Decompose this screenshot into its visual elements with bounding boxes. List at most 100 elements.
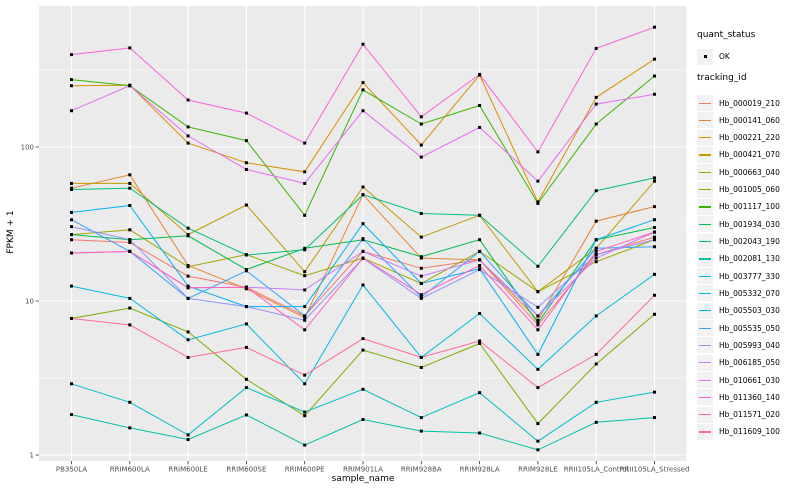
series-color-line-icon (699, 275, 711, 277)
legend-item: Hb_001117_100 (697, 198, 780, 215)
legend-item-label: Hb_001005_060 (719, 185, 780, 195)
legend-key (697, 423, 713, 440)
y-tick-label: 1 (30, 452, 34, 460)
x-tick-label: RRIM600PE (285, 466, 325, 474)
x-tick-label: RRIM901LA (343, 466, 383, 474)
legend-item: Hb_011360_140 (697, 389, 780, 406)
legend-item-ok: OK (697, 48, 730, 65)
series-color-line-icon (699, 344, 711, 347)
legend-key (697, 337, 713, 354)
legend-key (697, 285, 713, 302)
legend-key (697, 112, 713, 129)
legend-item-label: Hb_011360_140 (719, 392, 780, 402)
legend-key (697, 406, 713, 423)
series-color-line-icon (699, 414, 711, 416)
legend-item: Hb_000141_060 (697, 112, 780, 129)
x-tick-label: RRIM928BA (401, 466, 442, 474)
legend-item-label: Hb_010661_030 (719, 375, 780, 385)
legend-key (697, 95, 713, 111)
legend-item-label: OK (719, 52, 730, 61)
point-icon (703, 55, 707, 59)
series-color-line-icon (699, 327, 711, 329)
x-axis-title: sample_name (331, 474, 395, 484)
legend-key (697, 250, 713, 267)
legend-key (697, 129, 713, 146)
series-color-line-icon (699, 292, 711, 295)
legend-item-label: Hb_003777_330 (719, 271, 780, 281)
legend-key (697, 372, 713, 388)
series-color-line-icon (699, 396, 711, 398)
series-color-line-icon (699, 379, 711, 381)
legend-item: Hb_002081_130 (697, 250, 780, 267)
legend-key (697, 302, 713, 319)
legend-item: Hb_001005_060 (697, 181, 780, 198)
legend-item: Hb_001934_030 (697, 216, 780, 233)
legend-item: Hb_000421_070 (697, 146, 780, 163)
x-tick-label: RRII105LA_Stressed (620, 466, 690, 474)
legend-title-quant-status: quant_status (697, 30, 756, 40)
legend-item: Hb_003777_330 (697, 268, 780, 285)
legend-item-label: Hb_000019_210 (719, 98, 780, 108)
legend-item: Hb_010661_030 (697, 372, 780, 388)
legend: quant_status OK tracking_id Hb_000019_21… (697, 0, 800, 500)
legend-key (697, 268, 713, 285)
series-color-line-icon (699, 241, 711, 243)
legend-item-label: Hb_001934_030 (719, 219, 780, 229)
x-tick-label: RRIM600LE (168, 466, 208, 474)
x-tick-label: RRIM928LE (518, 466, 558, 474)
legend-item-label: Hb_011571_020 (719, 410, 780, 420)
data-points (70, 25, 656, 452)
legend-key (697, 181, 713, 198)
legend-item: Hb_005993_040 (697, 337, 780, 354)
legend-item-label: Hb_001117_100 (719, 202, 780, 212)
legend-key (697, 354, 713, 371)
legend-key (697, 48, 713, 65)
legend-item: Hb_006185_050 (697, 354, 780, 371)
legend-key (697, 216, 713, 233)
legend-item: Hb_005503_030 (697, 302, 780, 319)
legend-item-label: Hb_011609_100 (719, 427, 780, 437)
y-tick-label: 100 (21, 144, 34, 152)
legend-items: Hb_000019_210 Hb_000141_060 Hb_000221_220 H… (697, 95, 780, 441)
series-color-line-icon (699, 102, 711, 104)
legend-item: Hb_000019_210 (697, 95, 780, 111)
legend-item-label: Hb_006185_050 (719, 358, 780, 368)
series-color-line-icon (699, 119, 711, 121)
legend-item-label: Hb_002081_130 (719, 254, 780, 264)
legend-item-label: Hb_000141_060 (719, 115, 780, 125)
series-color-line-icon (699, 189, 711, 191)
legend-item-label: Hb_005535_050 (719, 323, 780, 333)
series-color-line-icon (699, 310, 711, 312)
legend-item-label: Hb_005332_070 (719, 288, 780, 298)
x-tick-label: RRIM600LA (110, 466, 150, 474)
legend-item: Hb_000221_220 (697, 129, 780, 146)
y-tick-label: 10 (25, 298, 34, 306)
legend-key (697, 198, 713, 215)
x-tick-label: RRIM928LA (460, 466, 500, 474)
legend-key (697, 164, 713, 181)
legend-item-label: Hb_000663_040 (719, 167, 780, 177)
legend-item-label: Hb_000221_220 (719, 133, 780, 143)
y-axis-title: FPKM + 1 (6, 210, 16, 254)
legend-key (697, 389, 713, 406)
legend-item: Hb_011571_020 (697, 406, 780, 423)
x-tick-label: RRIM600SE (226, 466, 266, 474)
legend-key (697, 233, 713, 250)
series-color-line-icon (699, 206, 711, 208)
series-color-line-icon (699, 223, 711, 225)
legend-item: Hb_002043_190 (697, 233, 780, 250)
legend-item-label: Hb_005503_030 (719, 306, 780, 316)
legend-key (697, 320, 713, 337)
series-color-line-icon (699, 431, 711, 433)
x-tick-label: PB350LA (56, 466, 87, 474)
x-tick-label: RRII105LA_Control (564, 466, 629, 474)
legend-item: Hb_011609_100 (697, 423, 780, 440)
series-color-line-icon (699, 154, 711, 156)
legend-item-label: Hb_002043_190 (719, 237, 780, 246)
legend-title-tracking-id: tracking_id (697, 73, 747, 83)
legend-item: Hb_005332_070 (697, 285, 780, 302)
legend-item-label: Hb_005993_040 (719, 340, 780, 350)
legend-item: Hb_000663_040 (697, 164, 780, 181)
axes: PB350LA RRIM600LA RRIM600LE RRIM600SE RRIM60… (21, 144, 690, 474)
